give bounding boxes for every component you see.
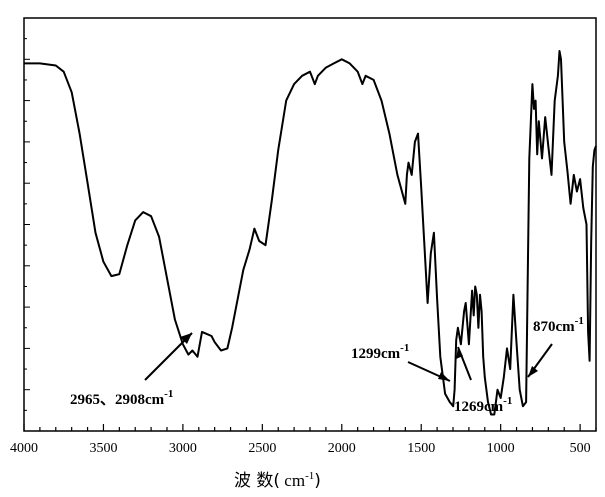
x-tick-label: 2000 [328,441,356,456]
arrows [145,333,552,381]
x-axis-ticks: 4000 3500 3000 2500 2000 1500 1000 500 [10,424,596,456]
y-axis-ticks [24,18,30,431]
annotation-1269: 1269cm-1 [454,395,512,415]
x-tick-label: 2500 [248,441,276,456]
annotation-1299: 1299cm-1 [351,342,409,362]
x-tick-label: 1500 [407,441,435,456]
series-line-spectrum [24,51,596,415]
x-axis-title: 波 数( cm-1) [234,470,321,491]
x-tick-label: 3000 [169,441,197,456]
x-tick-label: 3500 [89,441,117,456]
x-tick-label: 4000 [10,441,38,456]
arrowhead-870 [528,366,538,377]
annotation-870: 870cm-1 [533,315,584,335]
x-tick-label: 1000 [487,441,515,456]
arrowhead-1299 [438,372,450,381]
annotation-2965-2908: 2965、2908cm-1 [70,388,173,408]
x-tick-label: 500 [570,441,591,456]
